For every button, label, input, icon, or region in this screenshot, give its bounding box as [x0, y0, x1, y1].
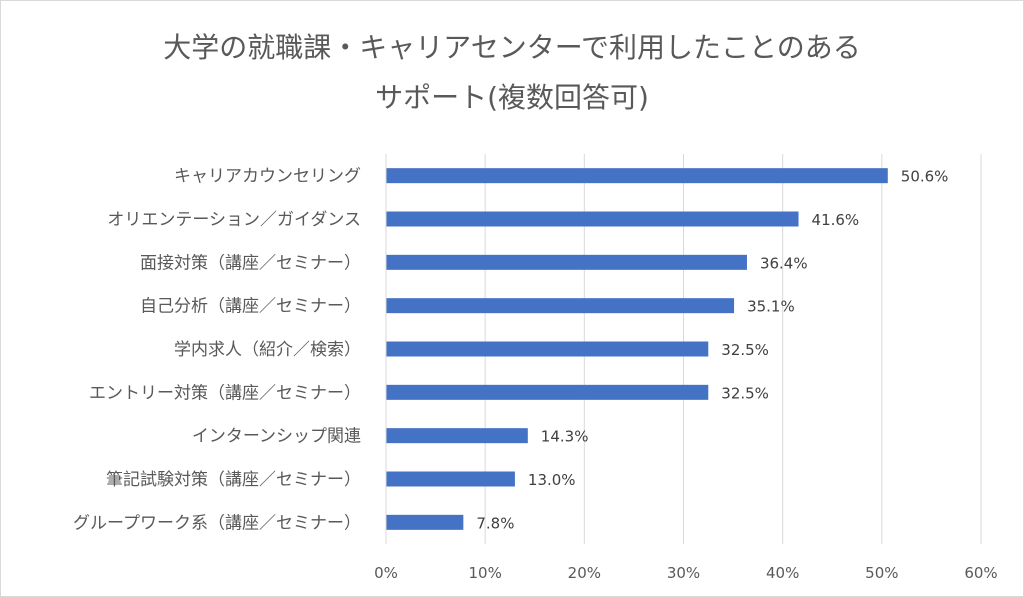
x-tick-label: 30%: [667, 564, 700, 582]
data-label: 14.3%: [541, 428, 589, 446]
category-label: 面接対策（講座／セミナー）: [140, 253, 361, 273]
chart-title-line-1: 大学の就職課・キャリアセンターで利用したことのある: [163, 31, 861, 64]
x-tick-label: 40%: [766, 564, 799, 582]
category-label: グループワーク系（講座／セミナー）: [73, 513, 361, 533]
bar: [386, 254, 747, 270]
data-label: 36.4%: [760, 254, 808, 272]
bar: [386, 298, 735, 314]
chart-title-line-2: サポート(複数回答可): [375, 81, 649, 114]
category-label: オリエンテーション／ガイダンス: [107, 210, 361, 230]
x-tick-label: 50%: [865, 564, 898, 582]
data-label: 32.5%: [721, 384, 769, 402]
category-label: インターンシップ関連: [192, 427, 361, 447]
chart-title: 大学の就職課・キャリアセンターで利用したことのある サポート(複数回答可): [1, 23, 1023, 123]
bar: [386, 428, 528, 444]
category-label: キャリアカウンセリング: [174, 167, 361, 187]
category-label: 筆記試験対策（講座／セミナー）: [106, 470, 361, 490]
data-label: 41.6%: [812, 211, 860, 229]
data-label: 50.6%: [901, 168, 949, 186]
bar: [386, 341, 709, 357]
data-label: 7.8%: [476, 514, 514, 532]
x-tick-label: 60%: [964, 564, 997, 582]
x-tick-label: 10%: [468, 564, 501, 582]
data-label: 13.0%: [528, 471, 576, 489]
x-tick-label: 0%: [374, 564, 398, 582]
bar: [386, 168, 888, 184]
data-label: 32.5%: [721, 341, 769, 359]
bar: [386, 471, 515, 487]
bar: [386, 514, 464, 530]
bar: [386, 211, 799, 227]
bar: [386, 384, 709, 400]
category-label: 自己分析（講座／セミナー）: [140, 297, 361, 317]
x-tick-label: 20%: [568, 564, 601, 582]
data-label: 35.1%: [747, 298, 795, 316]
category-label: 学内求人（紹介／検索）: [174, 340, 361, 360]
category-label: エントリー対策（講座／セミナー）: [89, 383, 361, 403]
